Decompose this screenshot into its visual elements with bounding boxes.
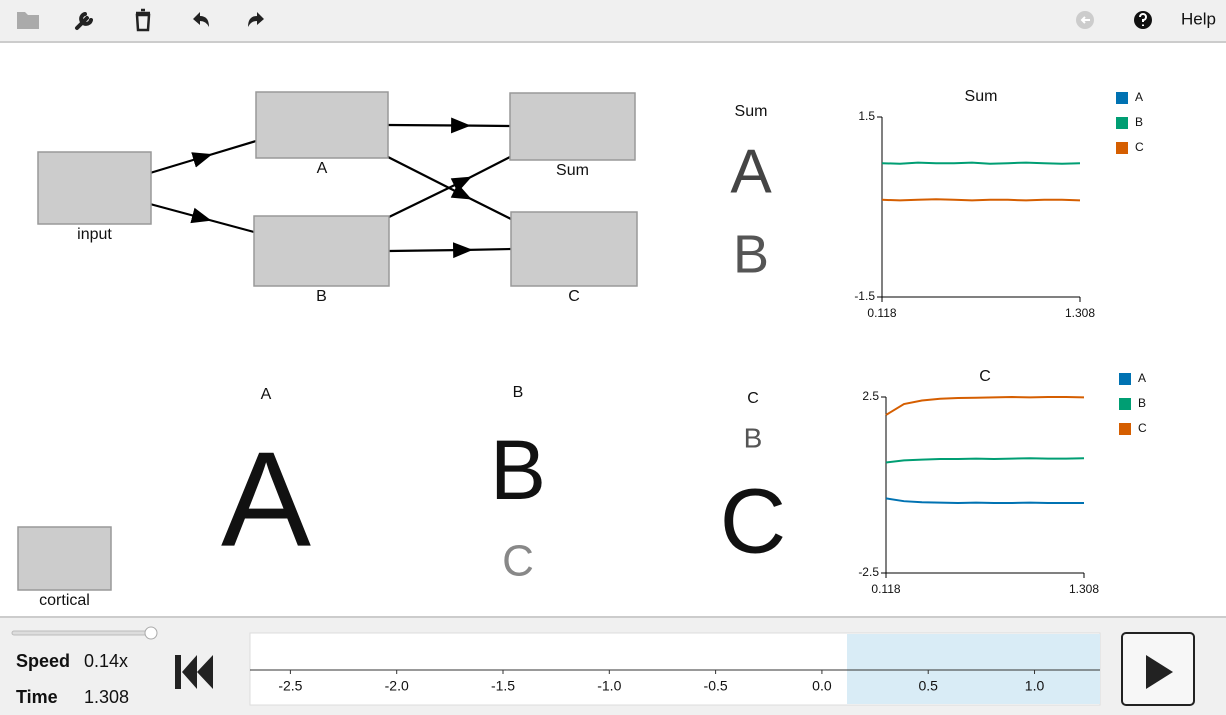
timeline-tick-label: -1.0 xyxy=(597,678,621,694)
series-line xyxy=(881,161,1081,165)
help-icon-glyph xyxy=(1139,13,1147,26)
back-icon-arrow xyxy=(1080,16,1090,24)
x-tick-label: 0.118 xyxy=(871,582,900,596)
legend-label: C xyxy=(1138,421,1147,435)
delete-icon[interactable] xyxy=(135,8,151,32)
legend-label: B xyxy=(1138,396,1146,410)
edge xyxy=(388,156,511,218)
x-tick-label: 0.118 xyxy=(867,306,896,320)
toolbar xyxy=(0,0,1226,42)
plot-title: Sum xyxy=(965,88,998,105)
legend-label: A xyxy=(1138,371,1146,385)
speed-handle[interactable] xyxy=(144,626,158,640)
node-label: cortical xyxy=(39,592,90,609)
edge xyxy=(387,117,511,134)
node-label: input xyxy=(77,226,112,243)
y-tick-label: 1.5 xyxy=(858,109,875,123)
timeline-tick-label: -2.5 xyxy=(278,678,302,694)
display-item: B xyxy=(744,422,763,453)
edge xyxy=(387,156,512,220)
series-line xyxy=(885,497,1084,504)
edges xyxy=(149,117,512,259)
display-item: C xyxy=(720,470,786,572)
speed-slider[interactable] xyxy=(11,630,153,636)
time-window xyxy=(846,634,1100,704)
display-item: B xyxy=(490,423,546,517)
legend-swatch xyxy=(1116,92,1128,104)
legend-swatch xyxy=(1119,373,1131,385)
node[interactable] xyxy=(255,91,389,159)
node[interactable] xyxy=(509,92,636,161)
timeline-tick-label: 0.0 xyxy=(812,678,832,694)
timeline-tick-label: 0.5 xyxy=(918,678,938,694)
edge xyxy=(388,242,512,259)
legend-label: C xyxy=(1135,140,1144,154)
speed-label: Speed xyxy=(16,651,70,671)
legend-swatch xyxy=(1116,117,1128,129)
display-item: A xyxy=(221,424,311,575)
node-label: B xyxy=(316,288,327,305)
help-link[interactable]: Help xyxy=(1181,9,1216,28)
legend-label: B xyxy=(1135,115,1143,129)
timeline-tick-label: -2.0 xyxy=(385,678,409,694)
time-value: 1.308 xyxy=(84,687,129,707)
speed-value: 0.14x xyxy=(84,651,128,671)
plot-title: C xyxy=(979,368,991,385)
undo-icon[interactable] xyxy=(193,12,209,27)
legend-label: A xyxy=(1135,90,1143,104)
play-icon xyxy=(1146,655,1173,689)
legend-swatch xyxy=(1119,423,1131,435)
node-label: A xyxy=(317,160,328,177)
display-item: B xyxy=(733,224,769,284)
node[interactable] xyxy=(37,151,152,225)
display-title: Sum xyxy=(735,103,768,120)
timeline-tick-label: -0.5 xyxy=(704,678,728,694)
node-label: Sum xyxy=(556,162,589,179)
legend-swatch xyxy=(1119,398,1131,410)
edge xyxy=(149,202,255,234)
x-tick-label: 1.308 xyxy=(1069,582,1099,596)
series-line xyxy=(885,457,1085,464)
timeline-tick-label: -1.5 xyxy=(491,678,515,694)
legend-swatch xyxy=(1116,142,1128,154)
y-tick-label: -2.5 xyxy=(858,565,879,579)
node-label: C xyxy=(568,288,580,305)
display-item: C xyxy=(502,537,534,586)
display-title: A xyxy=(261,386,272,403)
y-tick-label: 2.5 xyxy=(862,389,879,403)
series-line xyxy=(881,198,1081,202)
node[interactable] xyxy=(253,215,390,287)
settings-icon[interactable] xyxy=(75,12,93,30)
series-line xyxy=(885,395,1085,416)
display-title: B xyxy=(513,384,524,401)
display-item: A xyxy=(730,137,772,206)
open-icon[interactable] xyxy=(17,12,39,29)
redo-icon[interactable] xyxy=(248,12,264,27)
node[interactable] xyxy=(17,526,112,591)
reset-button[interactable] xyxy=(175,655,213,689)
time-label: Time xyxy=(16,687,58,707)
node[interactable] xyxy=(510,211,638,287)
edge xyxy=(149,139,257,175)
display-title: C xyxy=(747,390,759,407)
y-tick-label: -1.5 xyxy=(854,289,875,303)
timeline-tick-label: 1.0 xyxy=(1025,678,1045,694)
x-tick-label: 1.308 xyxy=(1065,306,1095,320)
